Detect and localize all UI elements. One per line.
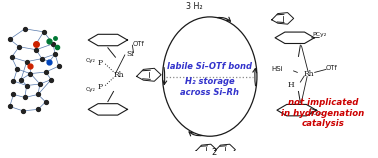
Text: Cy₂: Cy₂	[86, 58, 96, 63]
Text: PCy₂: PCy₂	[313, 32, 327, 37]
Text: PCy₂: PCy₂	[310, 111, 324, 116]
Text: Rh: Rh	[114, 71, 124, 79]
Text: OTf: OTf	[132, 42, 144, 48]
Text: OTf: OTf	[326, 65, 338, 71]
Text: P: P	[98, 83, 103, 91]
Text: Cy₂: Cy₂	[86, 87, 96, 92]
Text: labile Si–OTf bond: labile Si–OTf bond	[167, 62, 252, 71]
Text: Si: Si	[127, 51, 134, 58]
Text: HSi: HSi	[272, 66, 284, 72]
Text: 2: 2	[211, 148, 216, 157]
Text: Rh: Rh	[303, 70, 314, 78]
Text: H₂ storage
across Si–Rh: H₂ storage across Si–Rh	[180, 77, 239, 97]
Text: 3 H₂: 3 H₂	[186, 2, 203, 11]
Text: P: P	[98, 59, 103, 67]
Text: H: H	[288, 81, 294, 89]
Text: not implicated
in hydrogenation
catalysis: not implicated in hydrogenation catalysi…	[281, 98, 365, 128]
